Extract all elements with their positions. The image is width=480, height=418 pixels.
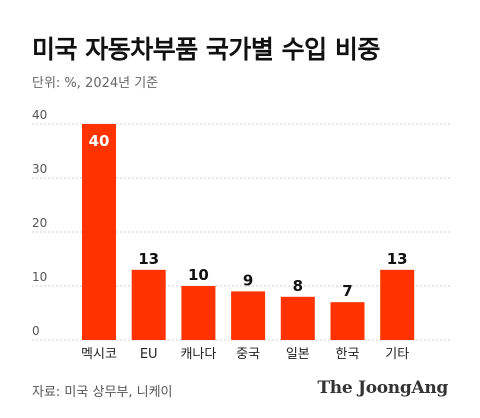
y-tick-label: 30 bbox=[32, 162, 47, 176]
bar-chart: 0 10 20 30 40 40 멕시코 13 EU 10 캐나다 9 중국 8 일본 7 한국 13 기타 bbox=[32, 108, 450, 362]
source-note: 자료: 미국 상무부, 니케이 bbox=[32, 385, 173, 400]
category-label: 멕시코 bbox=[81, 347, 117, 362]
chart-title: 미국 자동차부품 국가별 수입 비중 bbox=[32, 35, 380, 64]
bars bbox=[82, 124, 415, 340]
y-tick-label: 0 bbox=[32, 324, 40, 338]
category-label: 일본 bbox=[286, 347, 310, 362]
bar bbox=[231, 291, 266, 340]
category-label: 한국 bbox=[336, 347, 360, 362]
value-label: 7 bbox=[342, 282, 352, 300]
value-label: 10 bbox=[188, 266, 209, 284]
value-label: 40 bbox=[89, 132, 110, 150]
bar bbox=[380, 269, 415, 340]
bar bbox=[330, 302, 365, 340]
publisher-logo: The JoongAng bbox=[317, 378, 448, 398]
chart-unit-note: 단위: %, 2024년 기준 bbox=[32, 76, 159, 91]
bar bbox=[280, 296, 315, 340]
bar bbox=[131, 269, 166, 340]
category-label: 기타 bbox=[385, 347, 409, 362]
y-tick-label: 40 bbox=[32, 108, 47, 122]
bar bbox=[181, 286, 216, 340]
value-label: 9 bbox=[243, 271, 253, 289]
y-tick-label: 10 bbox=[32, 270, 47, 284]
value-label: 13 bbox=[138, 250, 159, 268]
labels: 0 10 20 30 40 40 멕시코 13 EU 10 캐나다 9 중국 8 일본 7 한국 13 기타 bbox=[32, 108, 409, 362]
y-tick-label: 20 bbox=[32, 216, 47, 230]
value-label: 8 bbox=[293, 277, 303, 295]
category-label: EU bbox=[140, 347, 158, 362]
bar bbox=[82, 124, 116, 340]
category-label: 중국 bbox=[236, 347, 260, 362]
value-label: 13 bbox=[387, 250, 408, 268]
category-label: 캐나다 bbox=[180, 347, 216, 362]
